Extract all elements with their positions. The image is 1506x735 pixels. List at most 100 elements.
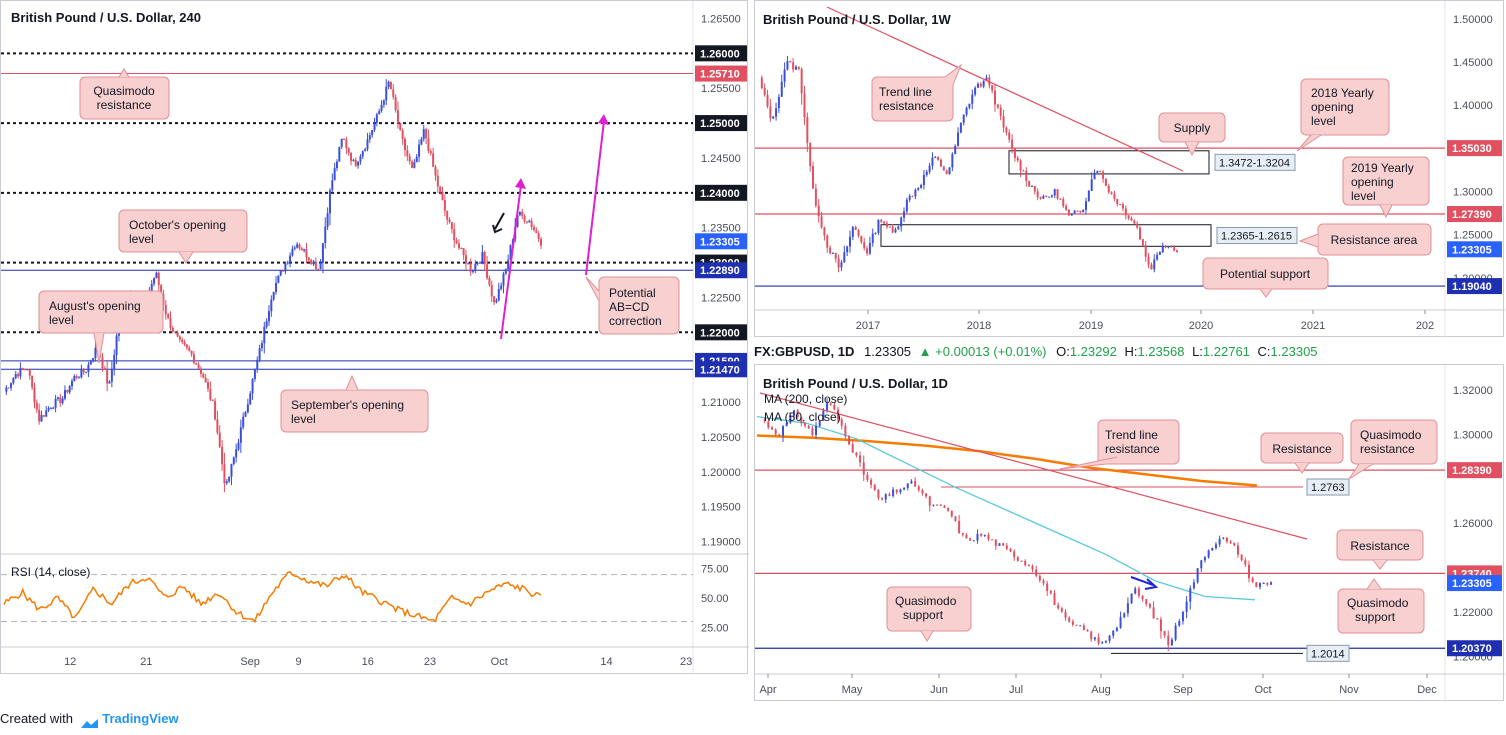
candle-body [169, 317, 172, 328]
candle-body [775, 108, 778, 117]
candle-body [537, 233, 540, 239]
x-tick-label: 16 [362, 656, 374, 668]
d1-high: 1.23568 [1137, 344, 1185, 359]
candle-body [982, 80, 985, 87]
candle-body [971, 94, 974, 104]
candle-body [380, 104, 383, 111]
candle-body [56, 397, 59, 399]
candle-body [260, 343, 263, 349]
candle-body [66, 390, 69, 393]
candle-body [900, 217, 903, 227]
price-tag-label: 1.20370 [1452, 643, 1492, 655]
candle-body [906, 483, 909, 488]
candle-body [961, 533, 964, 535]
candle-body [974, 87, 977, 95]
candle-body [202, 373, 205, 378]
footer-brand[interactable]: TradingView [102, 711, 179, 726]
d1-ma50-legend: MA (50, close) [764, 410, 841, 424]
candle-body [968, 103, 971, 108]
candle-body [1229, 541, 1232, 544]
candle-body [1087, 190, 1090, 202]
candle-body [378, 110, 381, 115]
candle-body [1067, 209, 1070, 216]
candle-body [931, 157, 934, 166]
candle-body [1049, 590, 1052, 594]
candle-body [54, 398, 57, 408]
tradingview-logo-icon[interactable] [80, 715, 99, 728]
candle-body [19, 368, 22, 377]
h4-octobers-opening-label: October's opening level [118, 209, 248, 264]
price-tag [1447, 241, 1502, 258]
price-tag [695, 115, 747, 132]
candle-body [239, 427, 242, 443]
w1-2019-yearly-label: 2019 Yearly opening level [1342, 156, 1430, 219]
w1-chart-svg[interactable]: 1.500001.450001.400001.300001.250001.200… [755, 1, 1505, 338]
candle-body [321, 243, 324, 263]
candle-body [35, 402, 38, 410]
candle-body [1048, 196, 1051, 198]
candle-body [1167, 246, 1170, 248]
candle-body [471, 269, 474, 272]
candle-body [1016, 157, 1019, 161]
candle-body [1050, 195, 1053, 197]
candle-body [490, 284, 493, 297]
d1-quasimodo-support-right-label: Quasimodo support [1337, 578, 1425, 634]
price-tag [695, 184, 747, 201]
h4-chart-panel[interactable]: 1.26500 1.25500 1.24500 1.23500 1.22500 1.210… [0, 0, 749, 675]
candle-body [1073, 210, 1076, 214]
candle-body [345, 139, 348, 149]
candle-body [891, 226, 894, 233]
candle-body [460, 248, 463, 250]
candle-body [857, 229, 860, 236]
candle-body [766, 94, 769, 107]
w1-label-line: opening [1311, 100, 1354, 114]
candle-body [230, 464, 233, 477]
candle-body [815, 426, 818, 436]
d1-label-line: Quasimodo [1347, 596, 1409, 610]
candle-body [411, 161, 414, 168]
d1-quasimodo-support-left-label: Quasimodo support [886, 586, 972, 642]
candle-body [809, 142, 812, 167]
candle-body [1247, 564, 1250, 579]
candle-body [822, 410, 825, 421]
candle-body [806, 117, 809, 143]
candle-body [249, 393, 252, 405]
candle-body [303, 249, 306, 251]
candle-body [474, 264, 477, 270]
candle-body [1156, 254, 1159, 260]
d1-label-line: support [1355, 610, 1396, 624]
w1-chart-panel[interactable]: 1.500001.450001.400001.300001.250001.200… [754, 0, 1505, 338]
candle-body [340, 138, 343, 147]
candle-body [1123, 613, 1126, 618]
d1-chart-panel[interactable]: 1.32000 1.30000 1.26000 1.22000 1.20000 Apr Ma… [754, 364, 1505, 702]
x-tick-label: Jun [930, 684, 948, 696]
x-tick-label: Sep [1173, 684, 1193, 696]
candle-body [1005, 127, 1008, 133]
candle-body [1093, 172, 1096, 180]
candle-body [1064, 611, 1067, 618]
x-tick-label: 12 [64, 656, 76, 668]
y-tick-label: 1.21000 [701, 397, 741, 409]
candle-body [192, 354, 195, 363]
candle-body [1126, 603, 1129, 614]
candle-body [1035, 569, 1038, 576]
candle-body [780, 81, 783, 97]
candle-body [373, 123, 376, 131]
candle-body [1071, 621, 1074, 625]
candle-body [998, 543, 1001, 546]
candle-body [354, 159, 357, 166]
candle-body [244, 412, 247, 417]
candle-body [937, 157, 940, 160]
candle-body [774, 429, 777, 435]
candle-body [427, 138, 430, 152]
candle-body [174, 331, 177, 333]
candle-body [911, 196, 914, 198]
candle-body [1042, 580, 1045, 584]
candle-body [401, 130, 404, 139]
h4-chart-svg[interactable]: 1.26500 1.25500 1.24500 1.23500 1.22500 1.210… [1, 1, 749, 675]
candle-body [959, 122, 962, 133]
w1-label-line: Trend line [879, 85, 932, 99]
candle-body [800, 68, 803, 94]
candle-body [851, 226, 854, 237]
